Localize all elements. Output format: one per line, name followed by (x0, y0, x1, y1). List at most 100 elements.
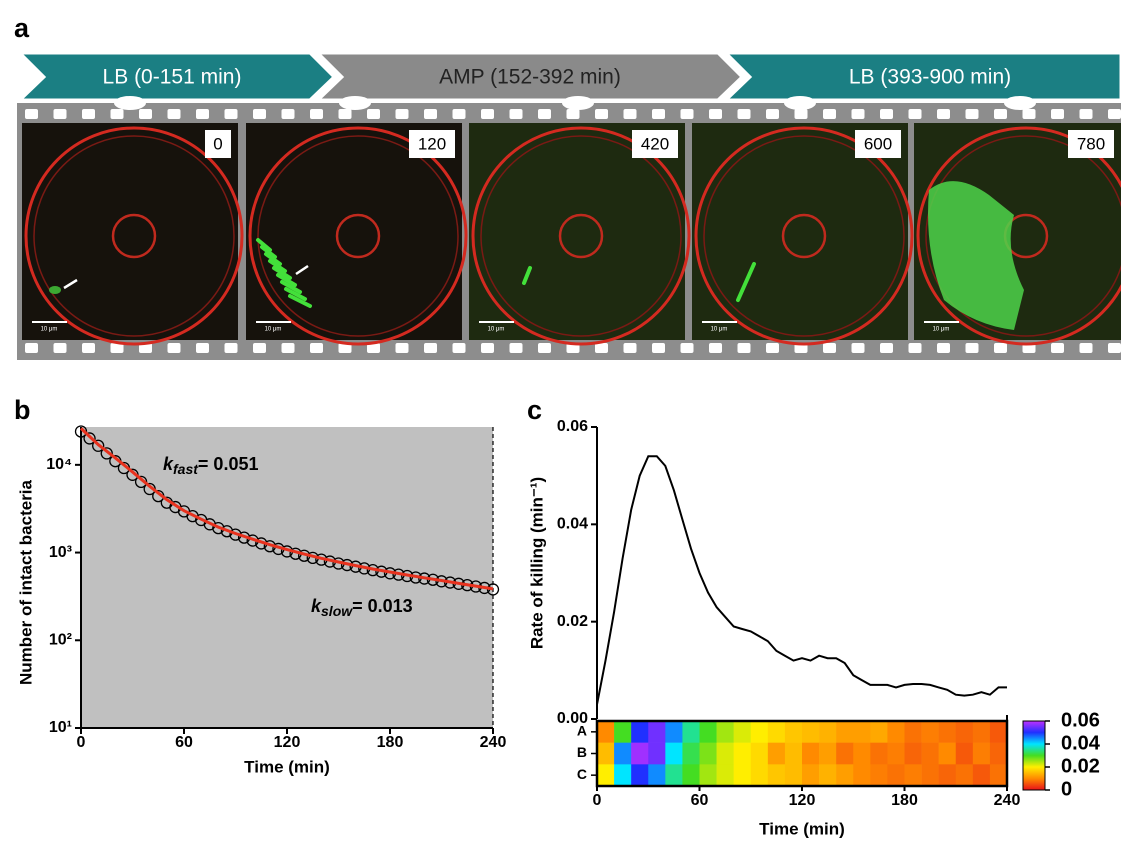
heatmap-cell (750, 764, 769, 787)
film-notch (114, 96, 146, 110)
y-tick-label: 0.02 (557, 613, 588, 630)
timeline-label: LB (0-151 min) (103, 66, 242, 89)
film-hole (481, 343, 494, 353)
chamber-ring (916, 126, 1121, 346)
heatmap-cell (904, 742, 922, 765)
film-hole (737, 109, 751, 119)
chamber-center (558, 213, 604, 259)
heatmap-cell (989, 742, 1008, 765)
time-label: 120 (418, 134, 446, 153)
film-notch (339, 96, 371, 110)
chamber-center (781, 213, 827, 259)
y-tick-label: 0.00 (557, 710, 588, 727)
heatmap-cell (870, 721, 888, 743)
film-hole (224, 343, 238, 353)
film-hole (167, 109, 181, 119)
film-hole (167, 343, 181, 353)
bacteria-colony (928, 181, 1024, 330)
x-tick-label: 240 (480, 734, 507, 751)
chamber-ring (480, 135, 682, 337)
microscopy-frame: 10 μm 780 (914, 123, 1121, 346)
time-label: 600 (864, 134, 892, 153)
x-tick-label: 180 (891, 792, 918, 809)
heatmap-cell (904, 721, 922, 743)
film-hole (424, 109, 437, 119)
film-hole (595, 109, 608, 119)
bacterium (284, 287, 307, 301)
chamber-ring (257, 135, 459, 337)
film-hole (452, 109, 466, 119)
film-notch (1004, 96, 1036, 110)
scale-bar-label: 10 μm (41, 327, 58, 333)
film-hole (880, 343, 893, 353)
time-label-box (1068, 130, 1114, 158)
heatmap-cell (921, 742, 939, 765)
time-label-box (205, 130, 231, 158)
bacterium (264, 252, 282, 266)
heatmap-cell (648, 721, 666, 743)
panel-label: a (14, 13, 30, 43)
colorbar-tick-label: 0.04 (1061, 732, 1101, 754)
rate-value: = 0.013 (352, 596, 413, 616)
film-hole (509, 343, 523, 353)
timeline-stage (722, 51, 1121, 102)
bacterium (272, 266, 292, 280)
row-label: B (577, 744, 587, 760)
microscopy-frame: 10 μm 600 (692, 123, 914, 346)
chamber-ring (33, 135, 235, 337)
x-tick-label: 120 (789, 792, 816, 809)
heatmap-cell (682, 764, 700, 787)
bacterium (736, 262, 756, 302)
heatmap-cell (733, 721, 752, 743)
y-axis-label: Number of intact bacteria (16, 479, 35, 685)
film-notch (562, 96, 594, 110)
film-hole (253, 343, 266, 353)
film-hole (367, 109, 380, 119)
heatmap-cell (836, 764, 854, 787)
heatmap-cell (836, 721, 854, 743)
heatmap-cell (989, 764, 1008, 787)
timeline-stage (16, 51, 337, 102)
bacterium (280, 280, 302, 294)
heatmap-cell (870, 764, 888, 787)
heatmap-cell (614, 742, 632, 765)
chamber-ring (703, 135, 905, 337)
heatmap-cell (802, 742, 820, 765)
heatmap-cell (733, 764, 752, 787)
scale-bar-label: 10 μm (933, 327, 950, 333)
heatmap-cell (716, 742, 734, 765)
heatmap-cell (802, 764, 820, 787)
rate-symbol: k (311, 596, 322, 616)
heatmap-cell (750, 742, 769, 765)
film-hole (851, 343, 865, 353)
heatmap-cell (887, 721, 905, 743)
heatmap-cell (767, 721, 786, 743)
film-hole (424, 343, 437, 353)
scale-bar-label: 10 μm (711, 327, 728, 333)
heatmap-cell (938, 742, 957, 765)
heatmap-cell (904, 764, 922, 787)
film-hole (680, 109, 694, 119)
rate-symbol: k (163, 454, 174, 474)
scale-bar-label: 10 μm (265, 327, 282, 333)
heatmap-cell (597, 764, 615, 787)
film-hole (680, 343, 694, 353)
y-tick-label: 0.06 (557, 418, 588, 435)
arrow (295, 264, 309, 276)
row-label: C (577, 766, 587, 782)
colorbar-tick-label: 0.02 (1061, 755, 1100, 777)
heatmap-cell (989, 721, 1008, 743)
panel-label: b (14, 395, 31, 425)
microscopy-frame: 10 μm 120 (246, 123, 468, 346)
data-point (100, 447, 113, 460)
film-hole (652, 343, 665, 353)
row-label: A (577, 723, 587, 739)
y-tick-label: 10² (49, 631, 72, 648)
film-hole (1022, 343, 1036, 353)
film-hole (82, 343, 95, 353)
film-hole (1108, 343, 1121, 353)
chamber-ring (694, 126, 914, 346)
film-notch (784, 96, 816, 110)
heatmap-cell (819, 721, 837, 743)
